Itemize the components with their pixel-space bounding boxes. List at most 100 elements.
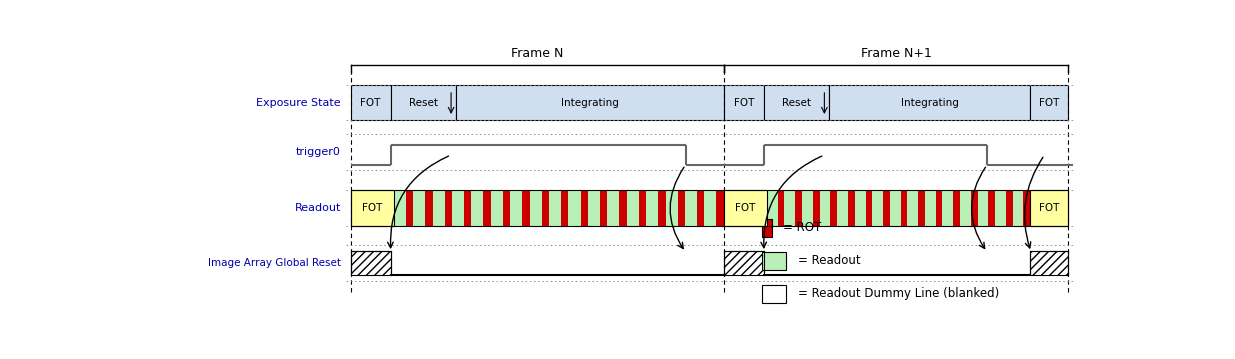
Text: FOT: FOT — [1039, 98, 1060, 107]
Text: Image Array Global Reset: Image Array Global Reset — [207, 258, 341, 268]
Bar — [685, 190, 697, 225]
Bar — [830, 190, 837, 225]
Text: FOT: FOT — [734, 98, 755, 107]
Bar — [638, 190, 646, 225]
Bar — [866, 190, 872, 225]
Bar — [813, 190, 820, 225]
Bar — [764, 85, 829, 121]
Text: Readout: Readout — [295, 202, 341, 213]
Bar — [762, 219, 772, 237]
Bar — [995, 190, 1007, 225]
Bar — [900, 190, 908, 225]
Bar — [503, 190, 510, 225]
Bar — [464, 190, 472, 225]
Bar — [1024, 190, 1030, 225]
Bar — [550, 190, 561, 225]
Bar — [445, 190, 452, 225]
Bar — [704, 190, 716, 225]
Text: Frame N: Frame N — [511, 47, 563, 60]
Bar — [620, 190, 626, 225]
Bar — [820, 190, 830, 225]
Bar — [406, 190, 412, 225]
Bar — [908, 190, 918, 225]
Bar — [942, 190, 953, 225]
Bar — [561, 190, 568, 225]
Bar — [977, 190, 988, 225]
Bar — [432, 190, 445, 225]
Bar — [855, 190, 866, 225]
Text: Exposure State: Exposure State — [257, 98, 341, 107]
Bar — [960, 190, 971, 225]
Bar — [600, 190, 608, 225]
Bar — [510, 190, 522, 225]
Bar — [762, 285, 785, 303]
Bar — [351, 190, 394, 225]
Bar — [848, 190, 855, 225]
Bar — [530, 190, 542, 225]
Bar — [452, 190, 464, 225]
Bar — [837, 190, 848, 225]
Bar — [802, 190, 813, 225]
Bar — [678, 190, 685, 225]
Text: = ROT: = ROT — [783, 221, 821, 234]
Text: FOT: FOT — [362, 202, 383, 213]
Bar — [1013, 190, 1024, 225]
Bar — [490, 190, 503, 225]
Bar — [472, 190, 483, 225]
Bar — [724, 85, 764, 121]
Bar — [889, 190, 900, 225]
Bar — [953, 190, 960, 225]
Bar — [716, 190, 724, 225]
Bar — [762, 252, 785, 270]
Bar — [918, 190, 925, 225]
Bar — [784, 190, 795, 225]
Bar — [390, 85, 456, 121]
Bar — [588, 190, 600, 225]
Bar — [394, 190, 406, 225]
Text: trigger0: trigger0 — [296, 147, 341, 157]
Bar — [568, 190, 580, 225]
Bar — [971, 190, 977, 225]
Text: Integrating: Integrating — [900, 98, 958, 107]
Bar — [988, 190, 995, 225]
Text: FOT: FOT — [735, 202, 756, 213]
Bar — [351, 251, 390, 275]
Text: = Readout: = Readout — [798, 254, 861, 267]
Bar — [795, 190, 802, 225]
Bar — [1007, 190, 1013, 225]
Text: Reset: Reset — [409, 98, 438, 107]
Bar — [483, 190, 490, 225]
Bar — [724, 251, 764, 275]
Bar — [1030, 251, 1068, 275]
Text: Reset: Reset — [782, 98, 811, 107]
Bar — [580, 190, 588, 225]
Bar — [542, 190, 550, 225]
Bar — [646, 190, 658, 225]
Bar — [456, 85, 724, 121]
Bar — [925, 190, 936, 225]
Bar — [351, 190, 1068, 225]
Bar — [626, 190, 638, 225]
Text: = Readout Dummy Line (blanked): = Readout Dummy Line (blanked) — [798, 288, 999, 300]
Bar — [351, 85, 390, 121]
Bar — [936, 190, 942, 225]
Bar — [658, 190, 666, 225]
Bar — [608, 190, 620, 225]
Bar — [1030, 190, 1068, 225]
Bar — [1030, 85, 1068, 121]
Bar — [522, 190, 530, 225]
Bar — [872, 190, 883, 225]
Text: Frame N+1: Frame N+1 — [861, 47, 931, 60]
Bar — [425, 190, 432, 225]
Text: FOT: FOT — [1039, 202, 1060, 213]
Bar — [778, 190, 784, 225]
Text: FOT: FOT — [361, 98, 380, 107]
Bar — [767, 190, 778, 225]
Bar — [412, 190, 425, 225]
Text: Integrating: Integrating — [561, 98, 619, 107]
Bar — [697, 190, 704, 225]
Bar — [666, 190, 678, 225]
Bar — [883, 190, 889, 225]
Bar — [829, 85, 1030, 121]
Bar — [724, 190, 767, 225]
